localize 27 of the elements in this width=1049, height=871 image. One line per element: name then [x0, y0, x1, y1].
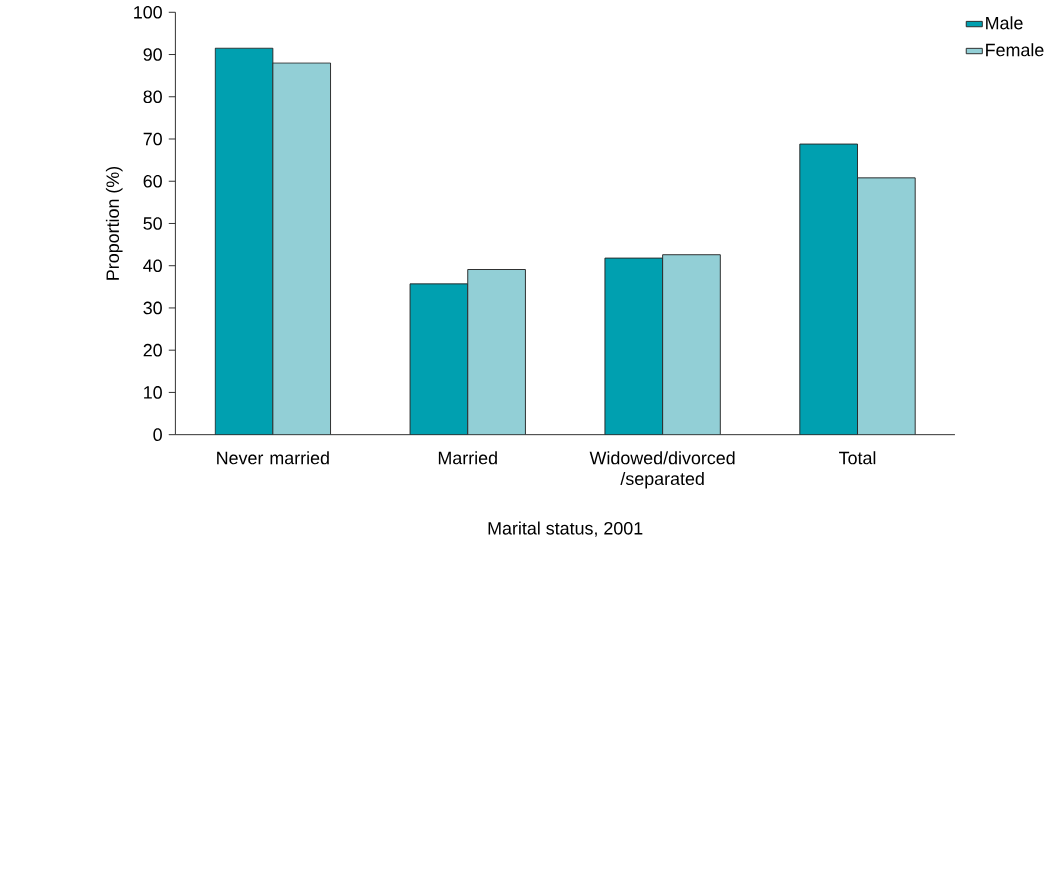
y-tick-label: 20	[143, 343, 162, 357]
y-tick-label: 40	[143, 259, 162, 273]
y-tick-label: 90	[143, 48, 162, 61]
y-tick-label: 100	[134, 5, 162, 19]
y-tick-label: 60	[143, 174, 162, 188]
y-tick-label: 10	[144, 386, 162, 399]
x-tick-label: Never married	[217, 451, 329, 465]
bar	[604, 258, 663, 435]
legend-label: Male	[986, 16, 1023, 30]
bar	[272, 62, 331, 435]
x-tick-label: Total	[839, 451, 876, 465]
y-tick-label: 50	[143, 217, 162, 230]
x-tick-label: Widowed/divorced /separated	[589, 451, 735, 489]
bar	[467, 269, 526, 435]
bar	[799, 143, 858, 435]
y-tick-label: 80	[143, 90, 162, 104]
bar	[662, 254, 721, 435]
x-axis-title: Marital status, 2001	[488, 521, 643, 537]
bar	[857, 177, 916, 435]
y-tick-label: 70	[143, 132, 162, 146]
y-tick-label: 0	[153, 428, 162, 441]
bar	[410, 283, 468, 435]
y-axis-title: Proportion (%)	[105, 166, 123, 280]
y-tick-label: 30	[143, 301, 162, 315]
legend-label: Female	[986, 43, 1044, 57]
bar	[215, 48, 273, 435]
x-tick-label: Married	[438, 451, 497, 465]
